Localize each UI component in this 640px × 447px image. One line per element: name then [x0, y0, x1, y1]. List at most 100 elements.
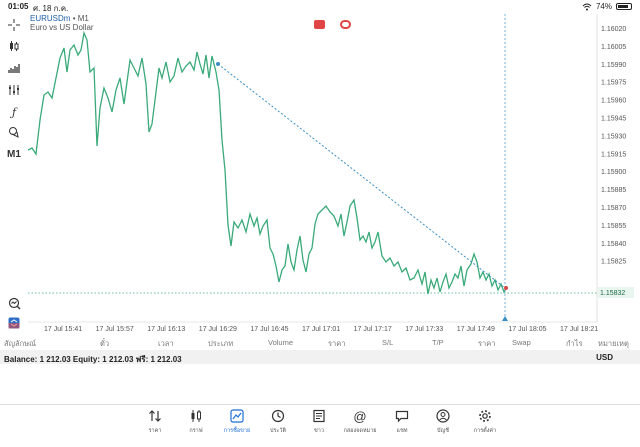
- price-axis-label: 1.15885: [601, 187, 626, 194]
- status-bar: 01:05 ศ. 18 ก.ค. 74%: [0, 0, 640, 14]
- trendline-anchor[interactable]: [216, 62, 220, 66]
- header-profit: กำไร: [566, 339, 583, 348]
- header-time: เวลา: [158, 339, 174, 348]
- time-axis-label: 17 Jul 18:05: [508, 326, 546, 333]
- history-clock-icon: [261, 409, 295, 423]
- time-axis-label: 17 Jul 15:57: [96, 326, 134, 333]
- balance-row: Balance: 1 212.03 Equity: 1 212.03 ฟรี: …: [0, 350, 640, 364]
- price-axis-label: 1.16005: [601, 44, 626, 51]
- nav-label: บัญชี: [437, 428, 449, 434]
- vertical-line-marker: [502, 316, 508, 321]
- bottom-navigation: ราคา กราฟ การซื้อขาย ประวัติ ข่าว @ กล่อ…: [0, 404, 640, 447]
- header-symbol: สัญลักษณ์: [4, 339, 37, 348]
- price-axis-label: 1.15990: [601, 62, 626, 69]
- sell-chip-icon[interactable]: [314, 20, 325, 29]
- last-price-dot: [504, 286, 508, 290]
- balance-currency: USD: [596, 353, 613, 362]
- nav-settings[interactable]: การตั้งค่า: [468, 409, 502, 435]
- price-axis-label: 1.15915: [601, 151, 626, 158]
- header-comment: หมายเหตุ: [598, 339, 629, 348]
- chart-symbol: EURUSDm • M1: [30, 14, 89, 23]
- header-price: ราคา: [328, 339, 346, 348]
- price-chart[interactable]: 1.16020 1.16005 1.15990 1.15975 1.15960 1.159…: [28, 14, 640, 336]
- battery-percent: 74%: [595, 2, 612, 11]
- battery-icon: [616, 3, 632, 10]
- current-price-box: [598, 287, 634, 298]
- nav-charts[interactable]: กราฟ: [179, 409, 213, 435]
- objects-icon[interactable]: [4, 123, 24, 141]
- header-price2: ราคา: [478, 339, 496, 348]
- time-axis-label: 17 Jul 16:13: [147, 326, 185, 333]
- nav-chat[interactable]: แชท: [385, 409, 419, 435]
- nav-news[interactable]: ข่าว: [302, 409, 336, 435]
- nav-trade[interactable]: การซื้อขาย: [220, 409, 254, 435]
- candles-icon: [179, 409, 213, 423]
- mail-at-icon: @: [353, 408, 367, 424]
- trend-line[interactable]: [217, 63, 506, 289]
- nav-label: กราฟ: [189, 428, 203, 434]
- candles-type-icon[interactable]: [4, 37, 24, 55]
- account-icon: [426, 409, 460, 423]
- timeframe-button[interactable]: M1: [7, 148, 21, 160]
- header-ticket: ตั๋ว: [100, 339, 110, 348]
- nav-label: แชท: [396, 428, 408, 434]
- trade-chart-icon: [220, 409, 254, 423]
- time-axis-label: 17 Jul 16:45: [250, 326, 288, 333]
- time-axis-label: 17 Jul 17:01: [302, 326, 340, 333]
- symbol-description: Euro vs US Dollar: [30, 23, 94, 32]
- price-axis-label: 1.15930: [601, 133, 626, 140]
- news-icon: [302, 409, 336, 423]
- header-volume: Volume: [268, 338, 294, 347]
- time-axis-label: 17 Jul 17:33: [405, 326, 443, 333]
- header-swap: Swap: [512, 338, 531, 347]
- time-axis-label: 17 Jul 15:41: [44, 326, 82, 333]
- nav-mailbox[interactable]: @ กล่องจดหมาย: [343, 409, 377, 435]
- price-axis-label: 1.15840: [601, 241, 626, 248]
- time-axis-label: 17 Jul 16:29: [199, 326, 237, 333]
- zoom-icon[interactable]: [4, 294, 24, 312]
- crosshair-icon[interactable]: [4, 16, 24, 34]
- price-axis-label: 1.15855: [601, 223, 626, 230]
- nav-account[interactable]: บัญชี: [426, 409, 460, 435]
- nav-label: การตั้งค่า: [473, 428, 497, 434]
- balance-text: Balance: 1 212.03 Equity: 1 212.03 ฟรี: …: [4, 355, 182, 364]
- chart-toolbar: ƒ M1: [0, 14, 28, 334]
- nav-label: การซื้อขาย: [223, 428, 251, 434]
- price-axis-label: 1.15960: [601, 98, 626, 105]
- nav-label: ข่าว: [314, 428, 324, 434]
- nav-history[interactable]: ประวัติ: [261, 409, 295, 435]
- trade-table-header: สัญลักษณ์ ตั๋ว เวลา ประเภท Volume ราคา S…: [0, 336, 640, 350]
- nav-label: ประวัติ: [269, 428, 287, 434]
- header-type: ประเภท: [208, 339, 234, 348]
- price-axis-label: 1.16020: [601, 26, 626, 33]
- indicators-icon[interactable]: [4, 81, 24, 99]
- function-icon[interactable]: ƒ: [11, 105, 17, 119]
- price-axis-label: 1.15975: [601, 80, 626, 87]
- current-price-label: 1.15832: [600, 290, 625, 297]
- price-axis-label: 1.15825: [601, 259, 626, 266]
- symbol-name: EURUSDm: [30, 14, 71, 23]
- chat-icon: [385, 409, 419, 423]
- gear-icon: [468, 409, 502, 423]
- time-axis-label: 17 Jul 18:21: [560, 326, 598, 333]
- nav-label: กล่องจดหมาย: [343, 428, 377, 434]
- status-right: 74%: [582, 2, 632, 11]
- status-date: ศ. 18 ก.ค.: [33, 4, 69, 13]
- arrows-updown-icon: [138, 409, 172, 423]
- symbol-timeframe: M1: [77, 14, 89, 23]
- buy-chip-icon[interactable]: [340, 20, 351, 29]
- one-click-trading-icon[interactable]: [4, 314, 24, 332]
- wifi-icon: [582, 3, 592, 10]
- nav-quotes[interactable]: ราคา: [138, 409, 172, 435]
- price-line: [28, 30, 507, 295]
- volume-bars-icon[interactable]: [4, 59, 24, 77]
- price-axis-label: 1.15945: [601, 116, 626, 123]
- price-axis-label: 1.15900: [601, 169, 626, 176]
- nav-label: ราคา: [148, 428, 162, 434]
- time-axis-label: 17 Jul 17:17: [354, 326, 392, 333]
- header-sl: S/L: [382, 338, 394, 347]
- time-axis-label: 17 Jul 17:49: [457, 326, 495, 333]
- price-axis-label: 1.15870: [601, 205, 626, 212]
- header-tp: T/P: [432, 338, 444, 347]
- status-time: 01:05: [8, 2, 29, 11]
